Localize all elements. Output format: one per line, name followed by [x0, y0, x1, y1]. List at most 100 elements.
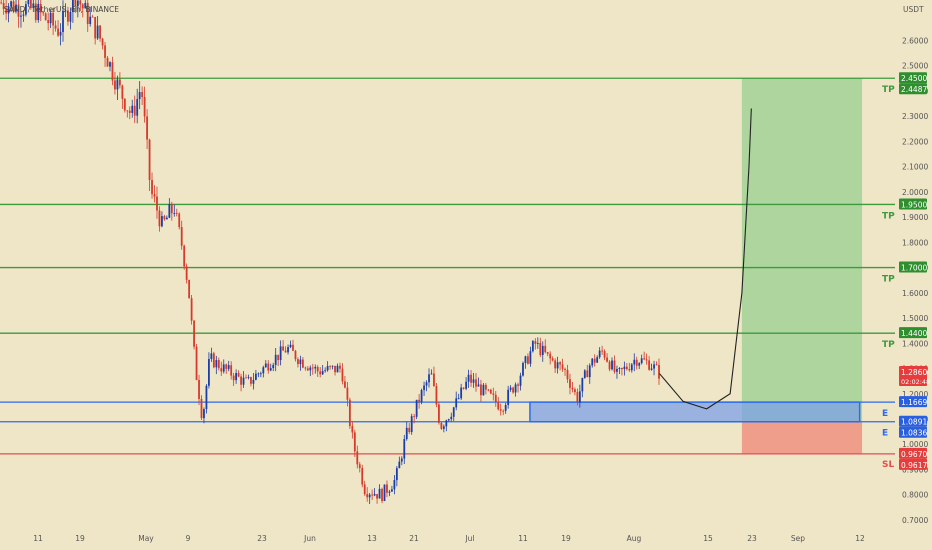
candle-body-255 — [630, 364, 633, 371]
candle-body-107 — [264, 363, 267, 368]
candle-body-265 — [655, 364, 658, 366]
candle-body-87 — [215, 360, 218, 368]
candle-body-18 — [44, 13, 47, 21]
candle-body-60 — [148, 139, 151, 180]
x-tick-label-5: Jun — [303, 534, 316, 543]
candle-body-266 — [658, 365, 660, 379]
candle-body-264 — [653, 364, 655, 369]
level-badge-text-3: 1.4400 — [901, 329, 927, 338]
candle-body-102 — [252, 379, 255, 384]
candle-body-26 — [64, 10, 67, 12]
candle-body-36 — [89, 16, 92, 25]
candle-body-229 — [566, 369, 569, 380]
candle-body-139 — [344, 381, 346, 388]
y-tick-label-12: 1.4000 — [902, 339, 928, 348]
candle-body-126 — [311, 367, 314, 369]
candle-body-147 — [363, 484, 366, 495]
candle-body-134 — [331, 365, 334, 367]
level-badge2-0 — [899, 83, 927, 95]
loss-zone — [741, 421, 863, 454]
candle-body-133 — [329, 366, 331, 367]
level-badge-text-5: 1.0891 — [901, 418, 927, 427]
candle-body-168 — [415, 399, 418, 417]
level-label-5: E — [882, 429, 888, 439]
candle-body-65 — [161, 216, 163, 227]
candle-body-245 — [606, 357, 608, 362]
candle-body-179 — [442, 426, 445, 429]
candle-body-92 — [227, 365, 230, 369]
candle-body-202 — [499, 409, 502, 411]
candle-body-175 — [433, 373, 435, 387]
candle-body-34 — [84, 2, 87, 9]
candle-body-131 — [324, 370, 327, 372]
candle-body-116 — [287, 347, 289, 353]
candle-body-52 — [128, 110, 131, 113]
y-tick-label-16: 1.0000 — [902, 440, 928, 449]
candle-body-112 — [277, 354, 280, 361]
candle-body-197 — [487, 389, 490, 391]
candle-body-160 — [395, 468, 398, 481]
candle-body-13 — [32, 3, 35, 9]
candle-body-20 — [49, 12, 52, 24]
candle-body-183 — [452, 407, 455, 417]
y-tick-label-6: 2.0000 — [902, 188, 928, 197]
candle-body-187 — [462, 387, 465, 389]
candle-body-260 — [643, 358, 646, 360]
level-badge-5 — [899, 415, 927, 427]
candle-body-4 — [10, 1, 12, 7]
candle-body-135 — [334, 365, 336, 373]
level-badge-text-0: 2.4500 — [901, 74, 927, 83]
candle-body-103 — [254, 373, 257, 380]
x-tick-label-15: 12 — [855, 534, 865, 543]
candle-body-61 — [151, 179, 153, 195]
current-price-countdown: 02:02:48 — [901, 378, 930, 386]
candle-body-169 — [418, 399, 421, 402]
candle-body-257 — [635, 359, 638, 366]
candle-body-151 — [373, 494, 376, 496]
candle-body-188 — [465, 381, 468, 389]
candle-body-129 — [319, 371, 322, 375]
candle-body-193 — [477, 384, 480, 387]
level-badge-6 — [899, 447, 927, 459]
candle-body-249 — [616, 368, 618, 372]
candle-body-50 — [123, 98, 126, 111]
candle-body-210 — [519, 375, 522, 386]
candle-body-140 — [346, 387, 349, 400]
candle-body-243 — [601, 350, 604, 352]
candle-body-192 — [475, 379, 477, 387]
candle-body-85 — [210, 353, 213, 360]
candle-body-31 — [76, 0, 79, 7]
candle-body-186 — [460, 387, 463, 399]
candle-body-120 — [297, 359, 299, 365]
candle-body-81 — [200, 399, 203, 419]
y-tick-label-14: 1.2000 — [902, 390, 928, 399]
candle-body-10 — [25, 4, 27, 15]
candle-body-130 — [321, 371, 324, 375]
candle-body-14 — [34, 3, 37, 21]
candle-body-41 — [101, 38, 104, 46]
candle-body-97 — [240, 376, 242, 385]
y-tick-label-18: 0.8000 — [902, 491, 928, 500]
level-badge-4 — [899, 396, 927, 408]
candle-body-170 — [420, 390, 423, 402]
candle-body-128 — [316, 366, 319, 372]
candle-body-173 — [428, 374, 430, 383]
candle-body-39 — [96, 25, 99, 39]
candle-body-138 — [341, 368, 344, 382]
candle-body-69 — [170, 203, 173, 214]
x-tick-label-10: 19 — [561, 534, 571, 543]
candle-body-176 — [435, 386, 438, 405]
y-tick-label-10: 1.6000 — [902, 289, 928, 298]
candle-body-158 — [391, 489, 393, 492]
candle-body-200 — [494, 394, 497, 403]
level-badge-text-2: 1.7000 — [901, 264, 927, 273]
x-tick-label-13: 23 — [747, 534, 757, 543]
candle-body-66 — [163, 216, 166, 220]
candle-body-48 — [118, 79, 121, 86]
candle-body-53 — [131, 105, 134, 113]
candle-body-46 — [114, 80, 116, 90]
level-badge2-text-5: 1.0836 — [901, 429, 927, 438]
candle-body-203 — [502, 410, 505, 412]
candle-body-7 — [17, 4, 20, 17]
